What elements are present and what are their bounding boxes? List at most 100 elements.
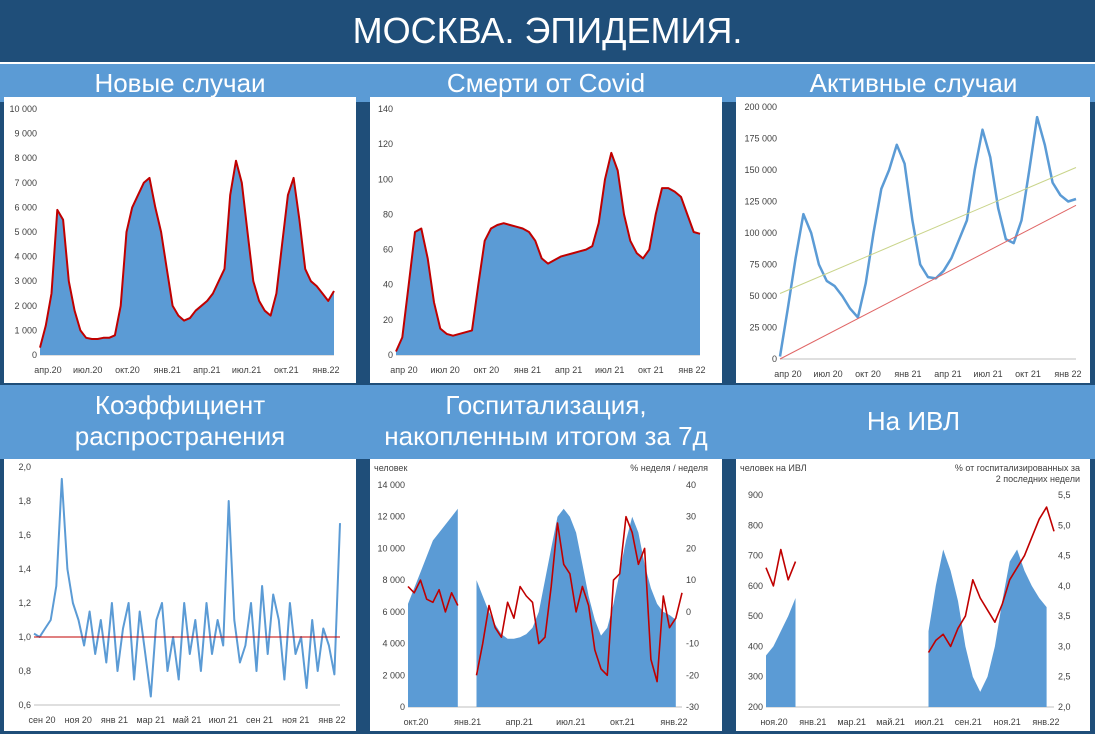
y-tick-label: 400	[748, 641, 763, 651]
y-tick-label: 4 000	[382, 639, 405, 649]
x-tick-label: янв.21	[799, 717, 826, 727]
ventilation-chart: 200 300 400 500 600 700 800 900 2,0 2,5 3,0 3,5 4,0 4…	[740, 463, 1080, 727]
y-tick-label: 125 000	[744, 197, 777, 207]
x-tick-label: июл 20	[813, 369, 842, 379]
x-tick-label: июл 21	[595, 365, 624, 375]
chart-title-hosp: Госпитализация, накопленным итогом за 7д	[384, 390, 708, 451]
y-tick-label: 40	[383, 280, 393, 290]
y2-tick-label: -30	[686, 702, 699, 712]
y-tick-label: 20	[383, 315, 393, 325]
x-tick-label: ноя 21	[282, 715, 309, 725]
heading-band-top	[0, 64, 1095, 102]
chart-panel-rt: 0,6 0,8 1,0 1,2 1,4 1,6 1,8 2,0 сен 20 ноя 20 янв …	[4, 459, 356, 731]
x-tick-label: апр 21	[934, 369, 961, 379]
y-tick-label: 0	[32, 350, 37, 360]
x-tick-label: апр 21	[555, 365, 582, 375]
y-tick-label: 14 000	[377, 480, 405, 490]
x-tick-label: окт 21	[1015, 369, 1041, 379]
x-tick-label: янв 22	[318, 715, 345, 725]
y-tick-label: 100	[378, 174, 393, 184]
x-tick-label: окт.20	[115, 365, 140, 375]
active-cases-chart: 0 25 000 50 000 75 000 100 000 125 000 150 000…	[744, 102, 1081, 379]
chart-title-rt: Коэффициент распространения	[74, 390, 286, 451]
y-tick-label: 700	[748, 551, 763, 561]
x-tick-label: июл.20	[73, 365, 102, 375]
rt-chart: 0,6 0,8 1,0 1,2 1,4 1,6 1,8 2,0 сен 20 ноя 20 янв …	[18, 462, 345, 725]
x-tick-label: янв 22	[1054, 369, 1081, 379]
y-tick-label: 7 000	[14, 178, 37, 188]
x-tick-label: окт.21	[610, 717, 635, 727]
chart-panel-deaths: 0 20 40 60 80 100 120 140 апр 20 июл 20 окт 20 янв …	[370, 97, 722, 383]
x-tick-label: янв.22	[312, 365, 339, 375]
y2-tick-label: 10	[686, 575, 696, 585]
area-series	[408, 508, 458, 707]
x-tick-label: ноя.21	[993, 717, 1020, 727]
chart-title-active: Активные случаи	[809, 68, 1018, 98]
x-tick-label: июл.21	[915, 717, 944, 727]
y-tick-label: 6 000	[14, 202, 37, 212]
x-tick-label: окт 20	[473, 365, 499, 375]
y2-tick-label: 40	[686, 480, 696, 490]
y-tick-label: 0	[388, 350, 393, 360]
y-tick-label: 0,6	[18, 700, 31, 710]
y2-tick-label: 4,0	[1058, 581, 1071, 591]
y-tick-label: 2 000	[382, 670, 405, 680]
x-tick-label: ноя 20	[65, 715, 92, 725]
y-tick-label: 8 000	[382, 575, 405, 585]
y2-axis-label: % от госпитализированных за 2 последних н…	[955, 463, 1080, 484]
x-tick-label: июл 21	[973, 369, 1002, 379]
x-tick-label: янв 21	[894, 369, 921, 379]
x-tick-label: сен 21	[246, 715, 273, 725]
y-tick-label: 600	[748, 581, 763, 591]
y-tick-label: 200	[748, 702, 763, 712]
line-series	[778, 115, 1077, 357]
x-tick-label: апр.21	[193, 365, 220, 375]
x-tick-label: янв.21	[154, 365, 181, 375]
x-tick-label: янв.22	[1032, 717, 1059, 727]
y-tick-label: 0	[400, 702, 405, 712]
y2-axis-label: % неделя / неделя	[630, 463, 708, 473]
x-tick-label: окт.21	[274, 365, 299, 375]
y-tick-label: 1 000	[14, 325, 37, 335]
y-tick-label: 300	[748, 672, 763, 682]
y-tick-label: 60	[383, 245, 393, 255]
chart-panel-hosp: 0 2 000 4 000 6 000 8 000 10 000 12 000 14 000 -…	[370, 459, 722, 731]
y-tick-label: 10 000	[377, 543, 405, 553]
y2-axis-label-line: 2 последних недели	[996, 474, 1080, 484]
x-tick-label: апр 20	[390, 365, 417, 375]
y-tick-label: 1,8	[18, 496, 31, 506]
x-tick-label: июл 20	[430, 365, 459, 375]
y2-tick-label: 3,5	[1058, 611, 1071, 621]
x-tick-label: окт 21	[638, 365, 664, 375]
line-series	[395, 151, 701, 352]
y-tick-label: 80	[383, 209, 393, 219]
line-series	[39, 159, 335, 348]
x-tick-label: июл 21	[209, 715, 238, 725]
x-tick-label: ноя.20	[760, 717, 787, 727]
area-series	[40, 160, 334, 355]
y-tick-label: 50 000	[749, 291, 777, 301]
new-cases-chart: 0 1 000 2 000 3 000 4 000 5 000 6 000 7 000 8 00…	[9, 104, 339, 375]
trend-line	[407, 515, 683, 683]
area-series	[928, 549, 1047, 707]
y-tick-label: 6 000	[382, 607, 405, 617]
y-tick-label: 500	[748, 611, 763, 621]
x-tick-label: апр 20	[774, 369, 801, 379]
y-axis-label: человек	[374, 463, 407, 473]
chart-panel-active: 0 25 000 50 000 75 000 100 000 125 000 150 000…	[736, 97, 1090, 383]
y2-tick-label: 20	[686, 543, 696, 553]
x-tick-label: мар.21	[837, 717, 866, 727]
x-tick-label: сен.21	[955, 717, 982, 727]
y2-tick-label: 0	[686, 607, 691, 617]
x-tick-label: окт 20	[855, 369, 881, 379]
y-tick-label: 100 000	[744, 228, 777, 238]
heading-band-bottom	[0, 385, 1095, 459]
y-tick-label: 1,4	[18, 564, 31, 574]
hospitalization-chart: 0 2 000 4 000 6 000 8 000 10 000 12 000 14 000 -…	[374, 463, 708, 727]
line-series	[33, 477, 341, 698]
x-tick-label: мар 21	[136, 715, 165, 725]
y2-tick-label: 3,0	[1058, 641, 1071, 651]
y2-axis-label-line: % от госпитализированных за	[955, 463, 1080, 473]
y-tick-label: 8 000	[14, 153, 37, 163]
y-tick-label: 1,2	[18, 598, 31, 608]
